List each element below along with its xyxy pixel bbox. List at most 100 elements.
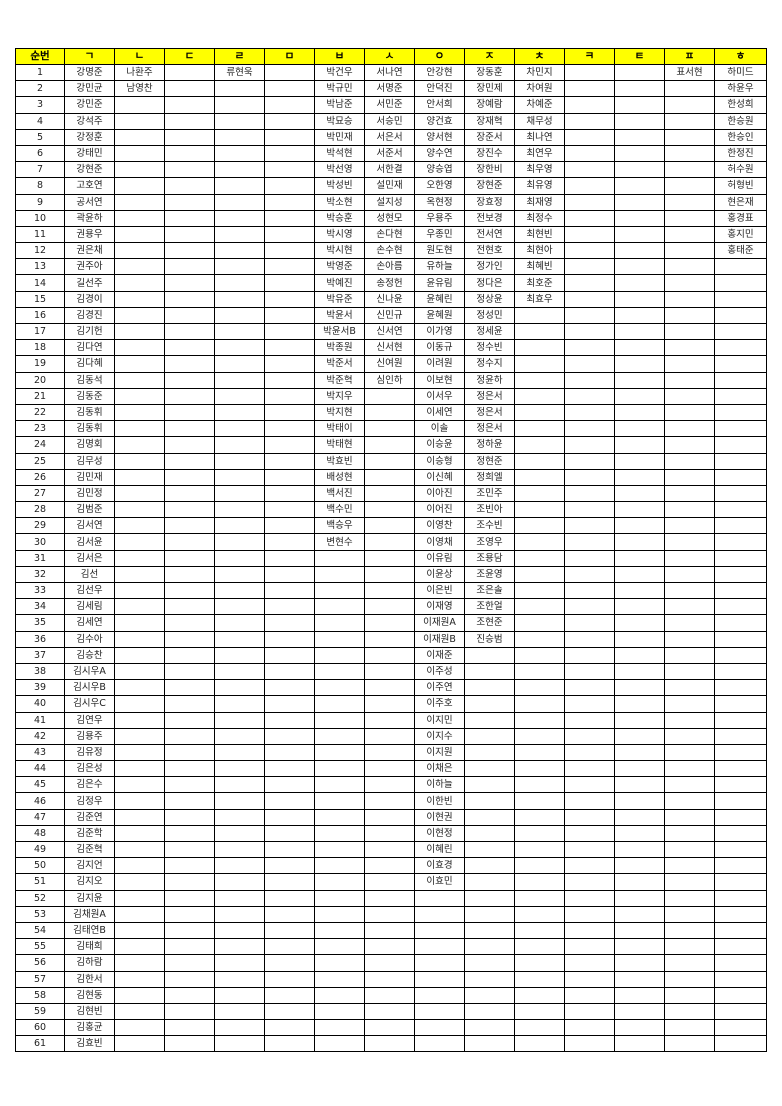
name-cell: 강민균: [64, 80, 115, 98]
name-cell: 서나연: [364, 63, 415, 82]
name-cell: [714, 727, 767, 745]
name-cell: [164, 403, 215, 422]
name-cell: 박윤서: [314, 306, 365, 325]
name-cell: [714, 760, 767, 778]
name-cell: [614, 339, 665, 357]
name-cell: 이지원: [414, 743, 465, 762]
table-row: 27 김민정 백서진 이아진 조민주: [15, 484, 767, 503]
name-cell: [214, 517, 265, 535]
name-cell: [364, 760, 415, 778]
name-cell: [714, 517, 767, 535]
name-cell: [614, 452, 665, 470]
name-cell: [514, 905, 565, 923]
name-cell: 김유정: [64, 743, 115, 762]
name-cell: 김현빈: [64, 1002, 115, 1021]
name-cell: 이영찬: [414, 517, 465, 535]
row-number: 48: [15, 824, 65, 843]
name-cell: [364, 776, 415, 794]
row-number: 46: [15, 792, 65, 810]
name-cell: 김시우C: [64, 695, 115, 713]
name-cell: [564, 679, 615, 697]
name-cell: [664, 533, 715, 551]
name-cell: [164, 96, 215, 114]
name-cell: [264, 177, 315, 195]
header-consonant: ㅅ: [364, 48, 415, 65]
name-cell: [664, 517, 715, 535]
name-cell: [564, 808, 615, 826]
name-cell: [164, 857, 215, 875]
name-cell: 이주성: [414, 662, 465, 681]
table-row: 50 김지언 이효경: [15, 857, 767, 875]
name-cell: [664, 242, 715, 260]
name-cell: 박효빈: [314, 452, 365, 470]
name-cell: [664, 161, 715, 179]
name-cell: 조빈아: [464, 501, 515, 519]
name-cell: 이주호: [414, 695, 465, 713]
name-cell: [414, 970, 465, 988]
name-cell: [614, 873, 665, 891]
name-cell: [514, 889, 565, 907]
name-cell: [464, 760, 515, 778]
name-cell: [464, 1002, 515, 1021]
name-cell: [264, 468, 315, 486]
name-cell: 이동규: [414, 339, 465, 357]
name-cell: [264, 873, 315, 891]
name-cell: [264, 420, 315, 438]
name-cell: 차민지: [514, 63, 565, 82]
table-row: 19 김다혜 박준서 신여원 이려원 정수지: [15, 355, 767, 373]
name-cell: [614, 695, 665, 713]
name-cell: [664, 355, 715, 373]
name-cell: [264, 96, 315, 114]
name-cell: [214, 727, 265, 745]
name-cell: [464, 824, 515, 843]
name-cell: [114, 193, 165, 211]
name-cell: [614, 727, 665, 745]
name-cell: 이현권: [414, 808, 465, 826]
name-cell: [514, 1035, 565, 1053]
name-cell: 김준혁: [64, 840, 115, 859]
name-cell: [214, 306, 265, 325]
name-cell: [114, 242, 165, 260]
name-cell: [364, 1002, 415, 1021]
name-cell: [364, 484, 415, 503]
name-cell: [264, 921, 315, 940]
name-cell: [614, 824, 665, 843]
name-cell: [564, 501, 615, 519]
name-cell: [364, 452, 415, 470]
name-cell: [664, 274, 715, 292]
name-cell: 조용담: [464, 549, 515, 567]
table-row: 7 강현준 박선영 서한결 양승엽 장한비 최우영 허수원: [15, 161, 767, 179]
name-cell: [164, 533, 215, 551]
name-cell: [214, 743, 265, 762]
row-number: 6: [15, 144, 65, 163]
name-cell: [114, 177, 165, 195]
name-cell: 정수지: [464, 355, 515, 373]
name-cell: [264, 565, 315, 584]
name-cell: [464, 938, 515, 956]
name-cell: [214, 598, 265, 616]
name-cell: [614, 889, 665, 907]
name-cell: [714, 452, 767, 470]
name-cell: [364, 1035, 415, 1053]
name-cell: 고호연: [64, 177, 115, 195]
name-cell: [164, 970, 215, 988]
name-cell: [564, 371, 615, 389]
name-cell: [614, 144, 665, 163]
name-cell: 정은서: [464, 403, 515, 422]
row-number: 12: [15, 242, 65, 260]
name-cell: [664, 387, 715, 405]
name-cell: [114, 565, 165, 584]
name-cell: 조수빈: [464, 517, 515, 535]
name-cell: 이재준: [414, 646, 465, 664]
name-cell: [214, 565, 265, 584]
row-number: 37: [15, 646, 65, 664]
name-cell: [164, 1002, 215, 1021]
name-cell: [714, 970, 767, 988]
name-cell: [564, 905, 615, 923]
name-cell: 이효민: [414, 873, 465, 891]
name-cell: 김세연: [64, 614, 115, 632]
name-cell: [714, 598, 767, 616]
name-cell: 김시우A: [64, 662, 115, 681]
name-cell: 조현준: [464, 614, 515, 632]
name-cell: [264, 517, 315, 535]
